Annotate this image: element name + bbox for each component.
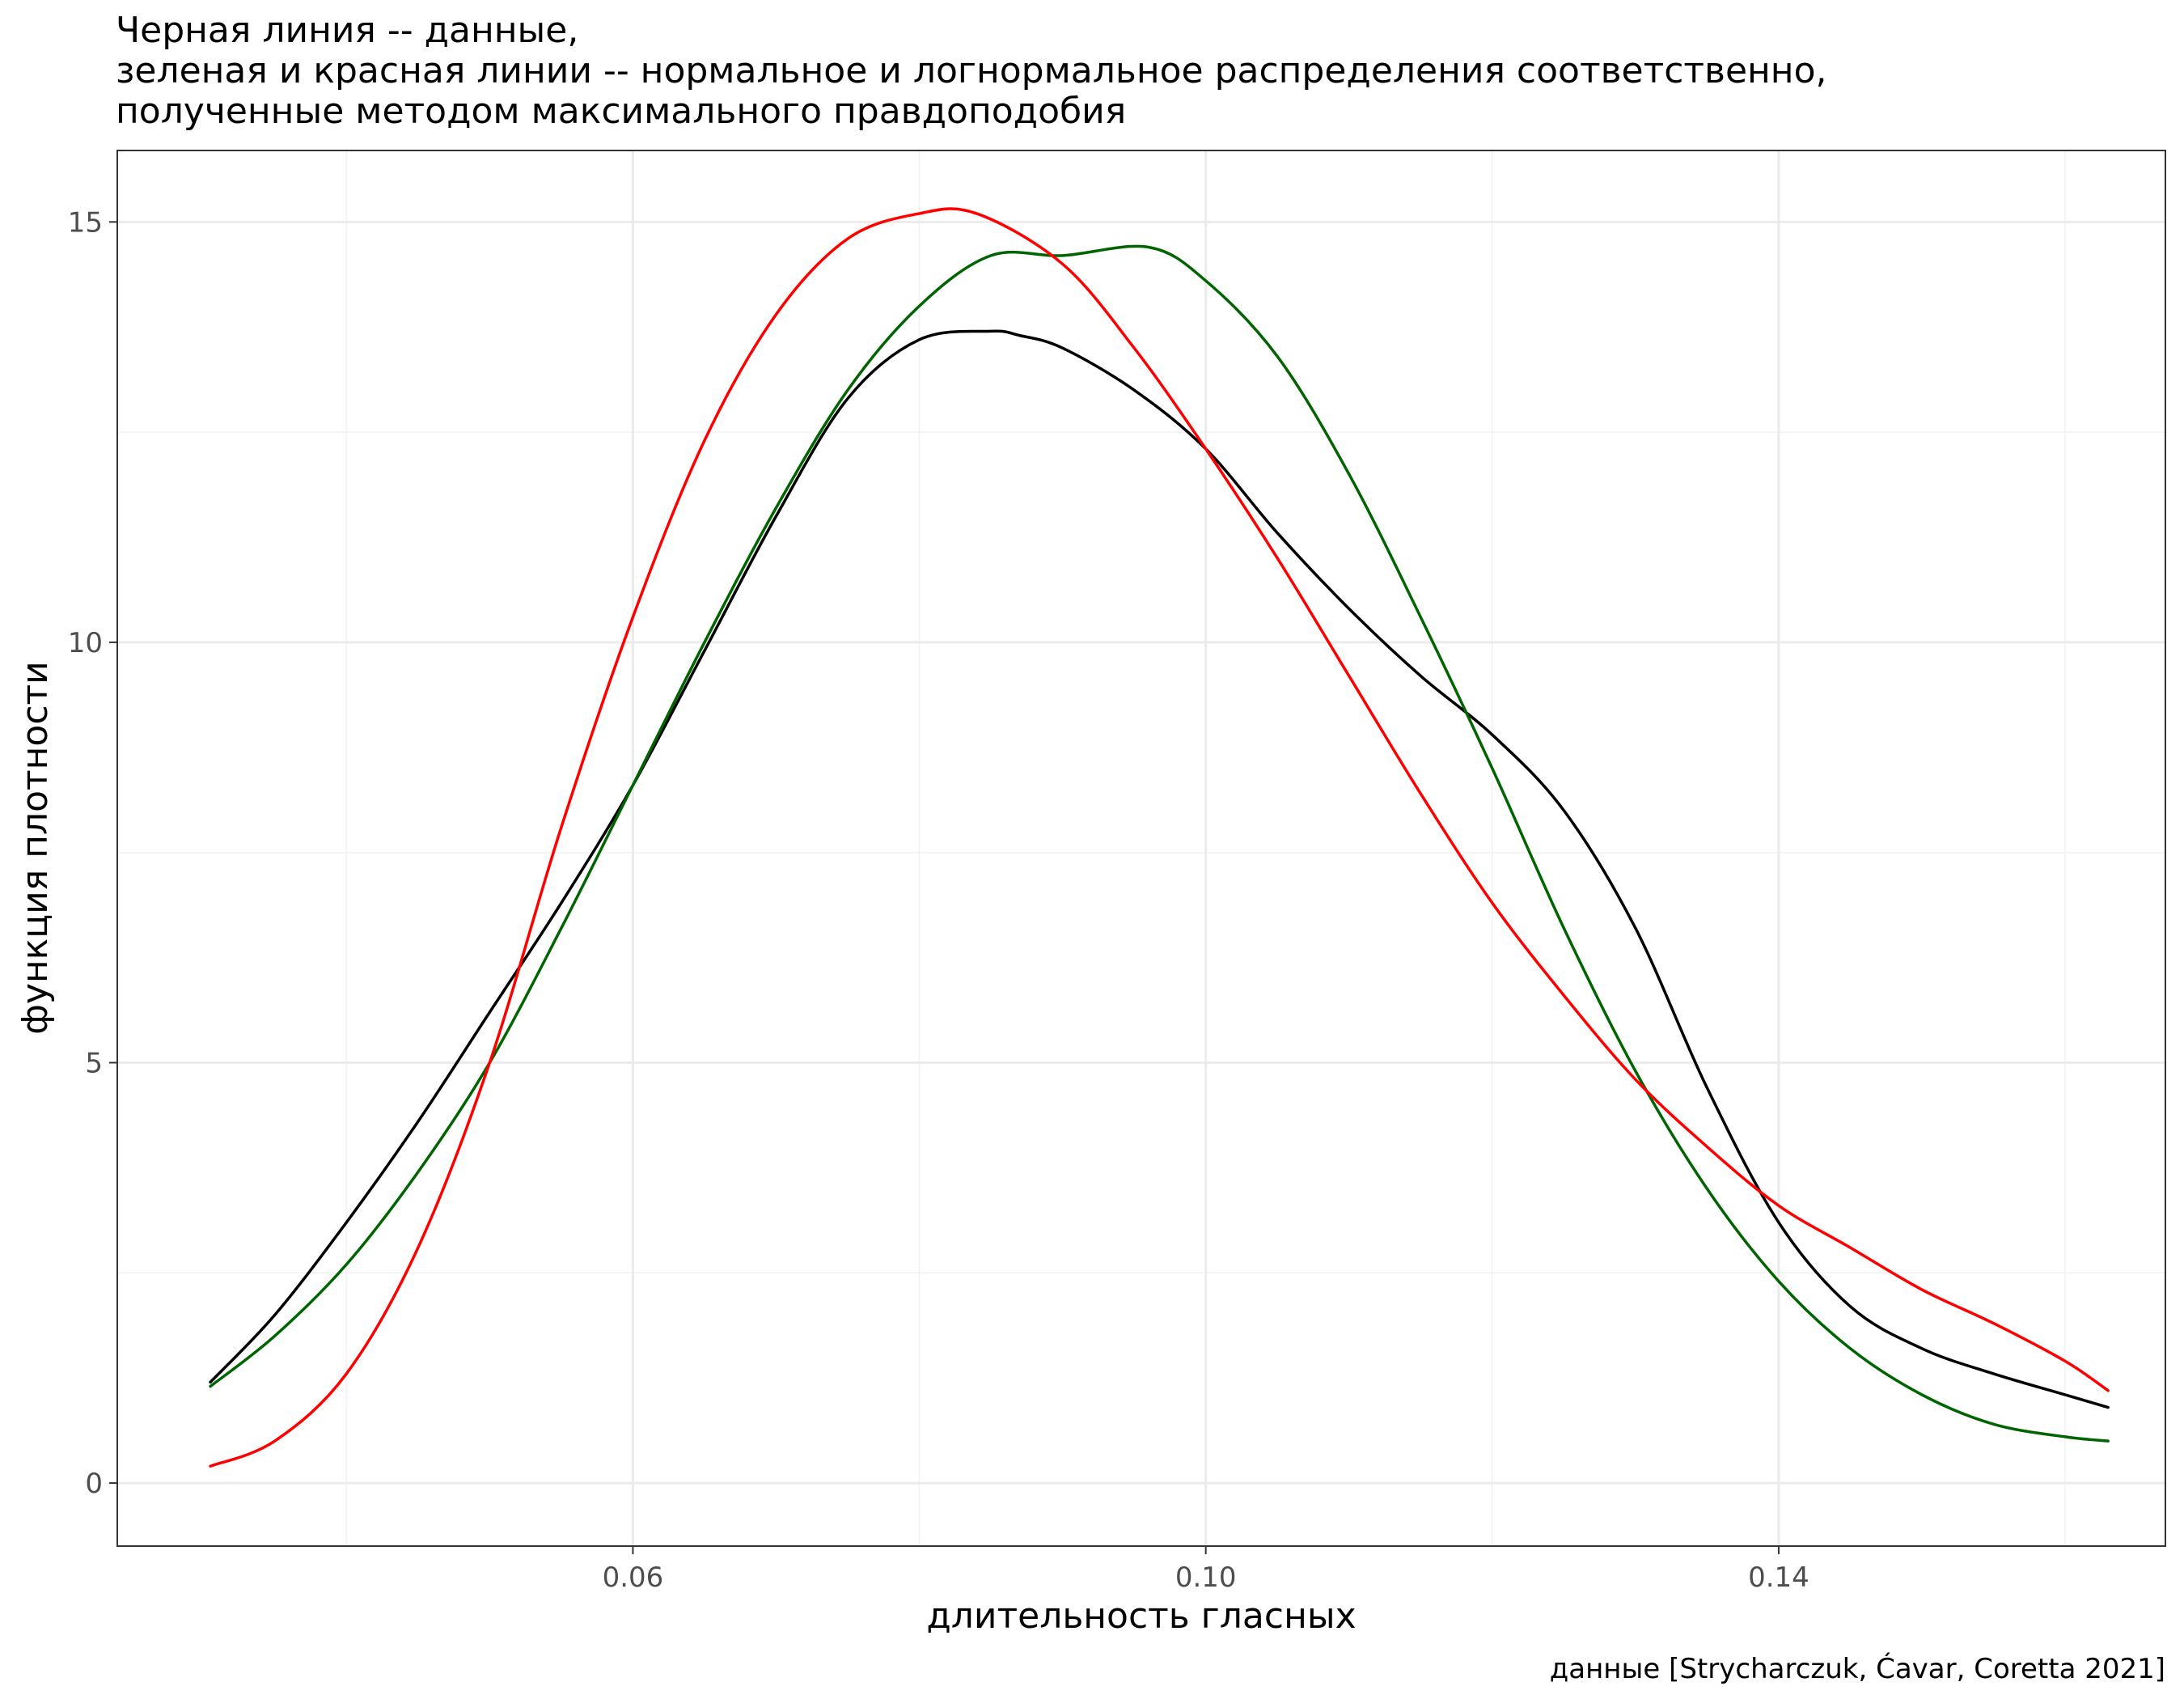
y-axis-title: функция плотности	[15, 661, 56, 1035]
source-caption: данные [Strycharczuk, Ćavar, Coretta 202…	[1550, 1652, 2165, 1685]
minor-gridlines	[117, 150, 2165, 1546]
title-line-1: Черная линия -- данные,	[116, 10, 578, 51]
normal-fit-line	[209, 244, 2110, 1443]
x-tick-label-0: 0.06	[603, 1561, 664, 1594]
chart-title: Черная линия -- данные, зеленая и красна…	[116, 10, 1826, 132]
title-line-2: зеленая и красная линии -- нормальное и …	[116, 50, 1826, 91]
y-tick-label-0: 0	[85, 1468, 103, 1500]
x-axis: 0.06 0.10 0.14	[603, 1546, 1809, 1594]
lognormal-fit-line	[209, 207, 2110, 1468]
plot-background	[117, 150, 2165, 1546]
y-tick-label-1: 5	[85, 1047, 103, 1079]
x-tick-label-1: 0.10	[1175, 1561, 1237, 1594]
y-tick-label-3: 15	[68, 206, 103, 239]
plot-border	[116, 150, 2166, 1547]
y-tick-label-2: 10	[68, 627, 103, 659]
major-gridlines	[117, 150, 2165, 1546]
x-tick-label-2: 0.14	[1748, 1561, 1809, 1594]
series-lines	[209, 207, 2110, 1468]
plot-panel	[116, 150, 2166, 1547]
y-axis: 0 5 10 15	[68, 206, 117, 1500]
x-axis-title: длительность гласных	[926, 1595, 1356, 1637]
title-line-3: полученные методом максимального правдоп…	[116, 91, 1126, 132]
